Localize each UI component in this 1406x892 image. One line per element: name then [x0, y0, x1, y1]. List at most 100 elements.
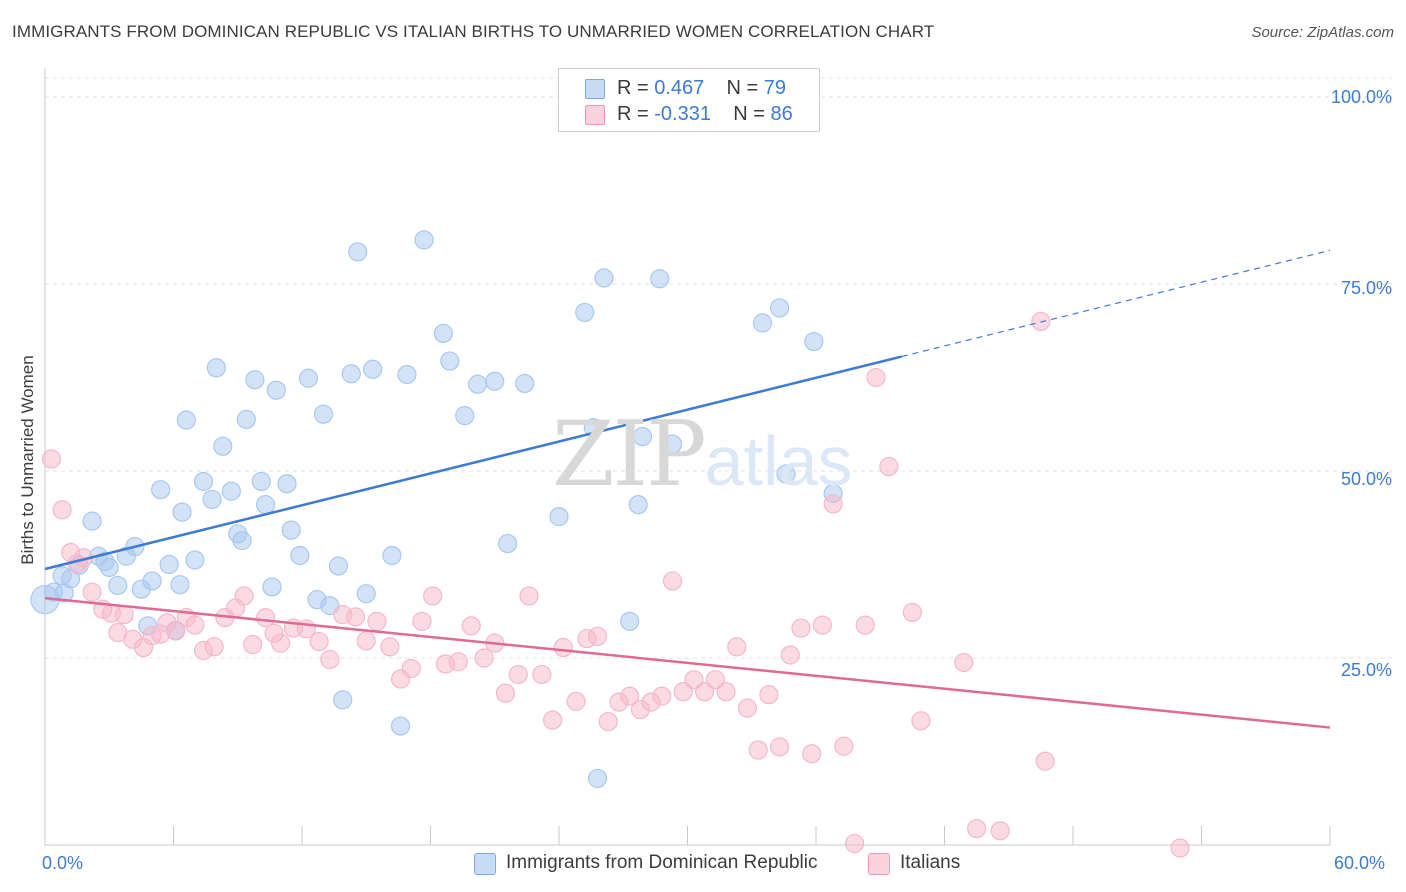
italians-point [166, 621, 186, 641]
italians-point [737, 698, 758, 718]
legend-r-label: R = [617, 77, 655, 99]
italians-point [716, 682, 736, 702]
italians-point [759, 685, 779, 705]
italians-point [954, 652, 974, 673]
legend-text-italians: R = -0.331 N = 86 [617, 103, 793, 126]
dominican-point [266, 380, 286, 400]
italians-point [780, 645, 800, 665]
italians-point [705, 670, 725, 690]
italians-point [1035, 751, 1055, 771]
legend-swatch-italians [585, 105, 605, 125]
trend-line-dominican [44, 355, 902, 571]
dominican-point [313, 404, 334, 424]
dominican-point [277, 474, 297, 494]
italians-point [967, 818, 987, 839]
dominican-point [281, 520, 301, 540]
italians-point [114, 605, 134, 625]
italians-point [380, 637, 400, 657]
italians-point [423, 586, 443, 606]
dominican-point [348, 242, 368, 262]
dominican-point [251, 471, 271, 492]
watermark: ZIPatlas [552, 402, 853, 507]
italians-point [519, 586, 539, 606]
italians-point [566, 691, 586, 711]
italians-point [82, 582, 102, 602]
gridlines [45, 77, 1392, 659]
italians-point [587, 626, 608, 646]
dominican-point [549, 507, 569, 527]
dominican-point [414, 230, 434, 250]
trend-line-dominican-extension [901, 249, 1331, 358]
dominican-point [515, 373, 535, 394]
italians-point [41, 449, 62, 469]
dominican-point [298, 368, 319, 388]
italians-point [243, 634, 263, 655]
italians-point [553, 637, 573, 658]
trend-line-italians [44, 596, 1331, 729]
dominican-point [769, 298, 790, 318]
italians-point [448, 652, 468, 672]
dominican-point [356, 584, 376, 604]
dominican-point [390, 716, 411, 736]
italians-point [185, 615, 205, 635]
trend-lines [44, 249, 1331, 729]
dominican-point [804, 331, 824, 352]
italians-point [532, 664, 552, 685]
dominican-point [485, 371, 505, 391]
dominican-point [468, 374, 488, 394]
italians-point [508, 664, 528, 685]
italians-point [769, 737, 790, 757]
italians-point [367, 611, 387, 631]
italians-point [461, 616, 481, 636]
dominican-point [632, 426, 653, 447]
italians-point [823, 494, 843, 514]
dominican-point [341, 364, 361, 384]
series-legend-swatch-italians [868, 853, 890, 875]
dominican-point [587, 768, 608, 789]
dominican-point [202, 489, 222, 510]
italians-point [52, 500, 72, 520]
dominican-point [498, 533, 518, 554]
series-legend-swatch-dominican [474, 853, 496, 875]
italians-point [345, 607, 366, 627]
dominican-point [82, 511, 102, 531]
dominican-point [245, 370, 265, 390]
dominican-point [397, 364, 417, 385]
italians-point [791, 618, 811, 638]
dominican-point [185, 550, 205, 570]
dominican-point [213, 436, 233, 456]
italians-point [598, 711, 618, 732]
italians-point [620, 686, 640, 706]
italians-point [662, 571, 683, 591]
italians-point [673, 682, 693, 702]
dominican-point [575, 302, 595, 323]
italians-point [695, 682, 715, 702]
dominican-point [206, 358, 226, 378]
italians-point [1031, 311, 1051, 331]
legend-r-label: R = [617, 103, 655, 125]
legend-n-label: N = [733, 103, 771, 125]
italians-point [902, 602, 922, 622]
dominican-point [290, 545, 310, 566]
italians-point [879, 456, 899, 477]
dominican-point [628, 495, 648, 515]
italians-point [320, 649, 340, 670]
dominican-point [170, 575, 190, 595]
series-legend-label-italians: Italians [900, 852, 961, 873]
dominican-point [221, 481, 241, 501]
italians-point [474, 648, 494, 668]
legend-r-value: 0.467 [654, 77, 705, 99]
dominican-point [662, 434, 683, 454]
italians-point [855, 615, 875, 635]
italians-point [270, 633, 291, 653]
italians-point [844, 833, 865, 854]
italians-point [309, 631, 329, 652]
dominican-point [108, 575, 128, 596]
legend-n-value: 79 [763, 77, 787, 99]
legend-r-value: -0.331 [654, 103, 711, 125]
x-tick-label-max: 60.0% [1334, 853, 1386, 873]
italians-point [802, 744, 822, 764]
italians-point [1170, 838, 1190, 858]
dominican-point [382, 545, 402, 566]
